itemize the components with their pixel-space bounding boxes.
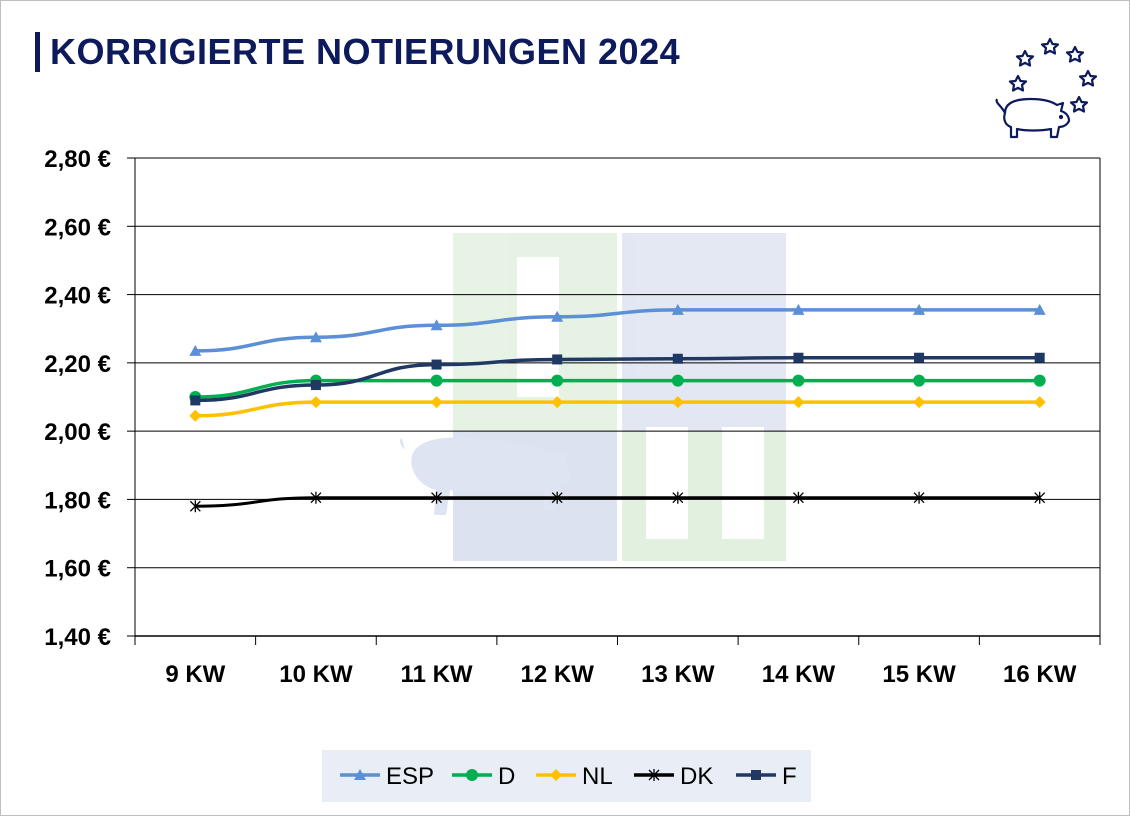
x-tick-label: 11 KW (401, 661, 473, 688)
data-point-diamond (913, 396, 926, 409)
isn-logo-watermark-icon (399, 233, 786, 561)
legend-item-d: D (452, 763, 515, 790)
data-point-circle (913, 374, 926, 387)
title-accent-bar (35, 32, 40, 72)
data-point-circle (551, 374, 564, 387)
legend-label: DK (680, 763, 713, 790)
star-icon (1078, 69, 1098, 87)
data-point-diamond (189, 409, 202, 422)
data-point-star (913, 491, 925, 504)
y-gridlines (135, 157, 1100, 637)
star-icon (1008, 74, 1028, 92)
y-tick-labels: 1,40 € 1,60 € 1,80 € 2,00 € 2,20 € 2,40 € 2,60… (44, 146, 111, 651)
y-tick-label: 1,80 € (44, 487, 111, 514)
x-tick-labels: 9 KW 10 KW 11 KW 12 KW 13 KW 14 KW 15 KW 16 KW (165, 661, 1076, 688)
star-icon (1015, 49, 1035, 67)
data-point-diamond (671, 396, 684, 409)
data-point-square (1034, 352, 1045, 363)
data-point-diamond (430, 396, 443, 409)
legend-label: F (782, 763, 797, 790)
data-point-square (751, 770, 761, 780)
star-icon (1069, 95, 1089, 113)
data-point-square (552, 354, 563, 365)
legend-item-esp: ESP (340, 763, 434, 790)
data-point-square (190, 395, 201, 406)
data-point-star (672, 491, 684, 504)
x-tick-label: 13 KW (641, 661, 715, 688)
series-line (195, 400, 1040, 418)
pig-outline (995, 97, 1071, 139)
data-point-triangle (671, 303, 684, 315)
data-point-star (792, 491, 804, 504)
data-point-diamond (551, 396, 564, 409)
y-tick-label: 2,80 € (44, 146, 111, 173)
data-point-star (648, 769, 660, 781)
title-block: KORRIGIERTE NOTIERUNGEN 2024 (35, 31, 680, 73)
data-point-triangle (354, 769, 366, 780)
series-nl (189, 396, 1046, 422)
data-point-square (672, 353, 683, 364)
x-tick-label: 15 KW (882, 661, 956, 688)
series-line (195, 378, 1040, 399)
data-point-triangle (551, 310, 564, 322)
data-point-triangle (189, 344, 202, 356)
series-line (195, 355, 1040, 403)
data-point-square (431, 359, 442, 370)
x-tick-label: 14 KW (762, 661, 836, 688)
legend-label: ESP (386, 763, 434, 790)
data-point-star (551, 491, 563, 504)
legend-item-nl: NL (536, 763, 613, 790)
data-point-square (914, 352, 925, 363)
data-point-star (431, 491, 443, 504)
data-point-square (793, 352, 804, 363)
data-point-star (189, 500, 201, 513)
legend-label: NL (582, 763, 613, 790)
data-point-diamond (309, 396, 322, 409)
data-point-diamond (1033, 396, 1046, 409)
x-tick-label: 9 KW (165, 661, 225, 688)
y-tick-label: 2,20 € (44, 351, 111, 378)
data-point-star (310, 491, 322, 504)
y-tick-label: 2,60 € (44, 214, 111, 241)
y-tick-label: 2,40 € (44, 283, 111, 310)
data-point-star (1034, 491, 1046, 504)
series-lines (189, 303, 1046, 513)
data-point-circle (671, 374, 684, 387)
data-point-circle (1033, 374, 1046, 387)
y-tick-label: 2,00 € (44, 419, 111, 446)
data-point-diamond (792, 396, 805, 409)
pig-with-stars-icon (995, 37, 1098, 139)
x-tick-label: 10 KW (279, 661, 353, 688)
series-dk (189, 491, 1046, 513)
data-point-square (310, 380, 321, 391)
data-point-triangle (1033, 303, 1046, 315)
y-tick-label: 1,40 € (44, 624, 111, 651)
data-point-circle (430, 374, 443, 387)
page-title: KORRIGIERTE NOTIERUNGEN 2024 (50, 31, 681, 72)
legend-label: D (498, 763, 515, 790)
x-tick-label: 12 KW (521, 661, 595, 688)
data-point-circle (792, 374, 805, 387)
legend-item-f: F (736, 763, 797, 790)
star-icon (1065, 45, 1085, 63)
series-esp (189, 303, 1046, 356)
y-tick-label: 1,60 € (44, 556, 111, 583)
data-point-triangle (430, 319, 443, 331)
series-f (190, 352, 1045, 406)
x-tick-label: 16 KW (1003, 661, 1077, 688)
legend-item-dk: DK (634, 763, 713, 790)
series-line (195, 496, 1040, 508)
chart-axes (127, 157, 1101, 645)
data-point-triangle (792, 303, 805, 315)
data-point-triangle (309, 331, 322, 343)
series-line (195, 308, 1040, 353)
star-icon (1040, 37, 1060, 55)
data-point-triangle (913, 303, 926, 315)
legend: ESP D NL DK F (340, 763, 797, 790)
data-point-diamond (550, 769, 562, 781)
data-point-circle (466, 769, 478, 781)
